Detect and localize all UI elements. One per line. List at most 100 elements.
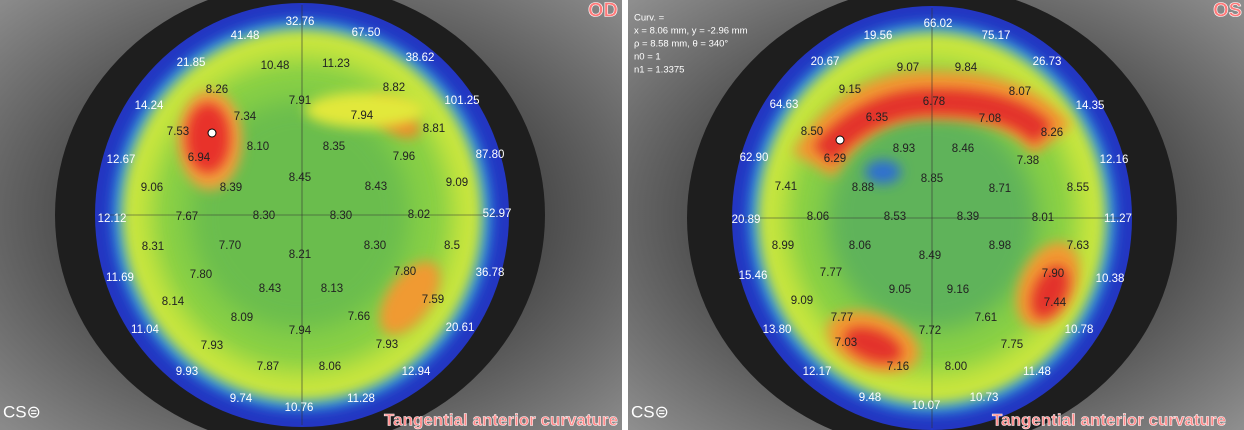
outer-reading: 66.02 [924, 18, 953, 30]
outer-reading: 13.80 [763, 324, 792, 336]
outer-reading: 52.97 [483, 208, 512, 220]
outer-reading: 20.67 [811, 56, 840, 68]
outer-reading: 11.28 [347, 393, 375, 405]
outer-reading: 10.38 [1096, 273, 1125, 285]
outer-reading: 11.27 [1104, 213, 1132, 225]
curvature-reading: 8.26 [206, 84, 228, 96]
curvature-reading: 7.41 [775, 181, 797, 193]
curvature-reading: 8.81 [423, 123, 445, 135]
curvature-reading: 8.43 [365, 181, 387, 193]
curvature-reading: 7.91 [289, 95, 311, 107]
curvature-reading: 7.80 [394, 266, 416, 278]
eye-label: OS [1213, 0, 1242, 22]
curvature-reading: 8.14 [162, 296, 185, 308]
curvature-reading: 7.08 [979, 113, 1001, 125]
outer-reading: 20.61 [446, 322, 475, 334]
curvature-reading: 8.71 [989, 183, 1011, 195]
curvature-reading: 7.87 [257, 361, 279, 373]
curvature-reading: 8.53 [884, 211, 906, 223]
outer-reading: 10.73 [970, 392, 999, 404]
eye-label: OD [588, 0, 618, 22]
curvature-reading: 6.78 [923, 96, 945, 108]
curvature-reading: 8.85 [921, 173, 943, 185]
curvature-reading: 7.93 [376, 339, 398, 351]
curvature-reading: 8.55 [1067, 182, 1089, 194]
curvature-reading: 9.09 [791, 295, 813, 307]
curvature-reading: 6.35 [866, 112, 888, 124]
outer-reading: 14.35 [1076, 100, 1105, 112]
curvature-reading: 8.35 [323, 141, 345, 153]
curvature-reading: 9.15 [839, 84, 861, 96]
outer-reading: 32.76 [286, 16, 315, 28]
curvature-reading: 7.77 [831, 312, 853, 324]
outer-reading: 11.04 [131, 324, 160, 336]
curvature-reading: 9.16 [947, 284, 969, 296]
cursor-info: Curv. = [634, 13, 665, 24]
outer-reading: 11.48 [1023, 366, 1051, 378]
curvature-reading: 8.5 [444, 240, 460, 252]
panel-od: OD Tangential anterior curvature CS⊜ 32.… [0, 0, 622, 430]
curvature-reading: 7.59 [422, 294, 444, 306]
curvature-reading: 8.98 [989, 240, 1011, 252]
outer-reading: 67.50 [352, 27, 381, 39]
outer-reading: 20.89 [732, 214, 761, 226]
caption: Tangential anterior curvature [384, 410, 618, 429]
outer-reading: 14.24 [135, 100, 164, 112]
outer-reading: 19.56 [864, 30, 893, 42]
curvature-reading: 7.44 [1044, 297, 1067, 309]
curvature-reading: 8.88 [852, 182, 874, 194]
outer-reading: 9.93 [176, 366, 198, 378]
curvature-reading: 7.63 [1067, 240, 1089, 252]
curvature-reading: 7.90 [1042, 268, 1064, 280]
curvature-reading: 8.31 [142, 241, 164, 253]
curvature-reading: 8.99 [772, 240, 794, 252]
curvature-reading: 8.07 [1009, 86, 1031, 98]
curvature-reading: 7.16 [887, 361, 909, 373]
curvature-reading: 7.66 [348, 311, 370, 323]
curvature-reading: 8.45 [289, 172, 311, 184]
curvature-reading: 7.61 [975, 312, 997, 324]
outer-reading: 41.48 [231, 30, 260, 42]
curvature-reading: 7.96 [393, 151, 415, 163]
curvature-reading: 7.70 [219, 240, 241, 252]
outer-reading: 12.67 [107, 154, 136, 166]
curvature-reading: 7.53 [167, 126, 189, 138]
outer-reading: 75.17 [982, 30, 1011, 42]
outer-reading: 101.25 [444, 95, 479, 107]
curvature-reading: 11.23 [322, 58, 350, 70]
outer-reading: 12.94 [402, 366, 431, 378]
curvature-reading: 8.39 [957, 211, 979, 223]
outer-reading: 11.69 [106, 272, 134, 284]
curvature-reading: 8.10 [247, 141, 269, 153]
curvature-reading: 7.94 [351, 110, 374, 122]
curvature-reading: 9.84 [955, 62, 978, 74]
curvature-reading: 7.93 [201, 340, 223, 352]
curvature-reading: 8.01 [1032, 212, 1054, 224]
panel-os: OS Tangential anterior curvature CS⊜ 66.… [628, 0, 1244, 430]
caption: Tangential anterior curvature [992, 410, 1226, 429]
cursor-info: x = 8.06 mm, y = -2.96 mm [634, 26, 748, 37]
outer-reading: 12.17 [803, 366, 832, 378]
outer-reading: 10.78 [1065, 324, 1094, 336]
curvature-reading: 8.02 [408, 209, 430, 221]
cursor-info: ρ = 8.58 mm, θ = 340° [634, 39, 728, 50]
curvature-reading: 8.00 [945, 361, 967, 373]
cursor-info: n1 = 1.3375 [634, 65, 684, 76]
outer-reading: 9.74 [230, 393, 253, 405]
curvature-reading: 8.50 [801, 126, 823, 138]
curvature-reading: 8.09 [231, 312, 253, 324]
curvature-reading: 9.09 [446, 177, 468, 189]
curvature-reading: 6.29 [824, 153, 846, 165]
curvature-reading: 7.67 [176, 211, 198, 223]
outer-reading: 15.46 [739, 270, 768, 282]
curvature-reading: 8.49 [919, 250, 941, 262]
curvature-reading: 7.77 [820, 267, 842, 279]
curvature-reading: 6.94 [188, 152, 211, 164]
outer-reading: 64.63 [770, 99, 799, 111]
curvature-reading: 8.30 [253, 210, 275, 222]
curvature-reading: 9.07 [897, 62, 919, 74]
outer-reading: 9.48 [859, 392, 881, 404]
outer-reading: 21.85 [177, 57, 206, 69]
outer-reading: 12.16 [1100, 154, 1129, 166]
outer-reading: 26.73 [1033, 56, 1062, 68]
